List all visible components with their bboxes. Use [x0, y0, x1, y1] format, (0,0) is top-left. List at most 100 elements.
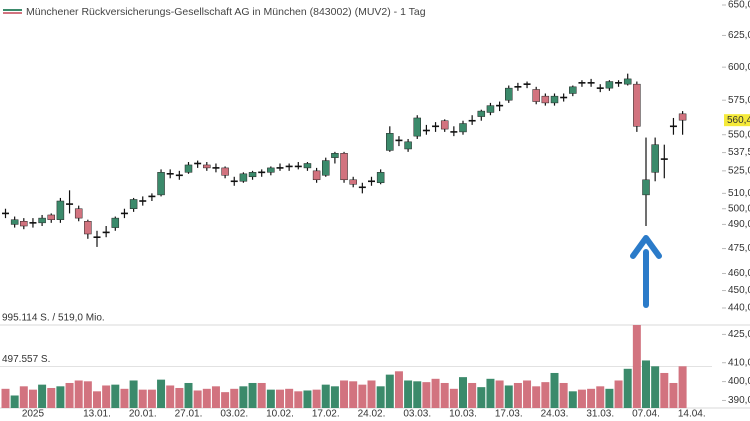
volume-bar — [102, 385, 111, 408]
candle-body — [312, 170, 321, 181]
volume-bar — [312, 389, 321, 408]
y-tick-label: 537,5 — [728, 147, 750, 158]
y-tick-label: 500,0 — [728, 203, 750, 214]
last-price-label: 560,4 — [727, 115, 750, 126]
candle-body — [669, 125, 677, 128]
candle-body — [148, 195, 156, 198]
volume-bar — [413, 381, 422, 408]
candle-body — [331, 153, 339, 158]
y-tick-label: 510,0 — [728, 188, 750, 199]
volume-bar — [147, 389, 156, 408]
volume-bar — [276, 389, 284, 408]
candle-body — [285, 165, 293, 168]
candle-body — [221, 167, 229, 176]
candle-body — [468, 119, 476, 122]
x-tick-label: 27.01. — [175, 409, 203, 420]
candle-body — [120, 212, 128, 215]
volume-bar — [74, 380, 83, 408]
y2-tick-label: 400,0 — [728, 376, 750, 387]
candle-body — [20, 221, 28, 227]
candle-body — [404, 141, 412, 150]
volume-bar — [239, 386, 248, 408]
volume-bar — [38, 384, 47, 408]
volume-bar — [632, 325, 641, 408]
y-tick-label: 490,0 — [728, 219, 750, 230]
candle-body — [56, 200, 65, 220]
volume-bar — [1, 388, 10, 408]
candle-body — [642, 179, 650, 196]
candle-body — [395, 139, 403, 142]
volume-bar — [65, 382, 74, 408]
x-tick-label: 10.03. — [449, 409, 477, 420]
volume-bar — [431, 378, 440, 408]
y-tick-label: 460,0 — [728, 268, 750, 279]
volume-bar — [257, 382, 266, 408]
candle-body — [139, 200, 147, 202]
volume-bar — [221, 392, 230, 408]
candle-body — [166, 173, 174, 175]
volume-bar — [587, 388, 596, 408]
volume-bar — [459, 377, 467, 408]
y-tick-label: 550,0 — [728, 129, 750, 140]
volume-bar — [111, 384, 120, 408]
candle-body — [623, 78, 632, 85]
x-tick-label: 31.03. — [586, 409, 614, 420]
volume-bar — [550, 372, 559, 408]
candle-body — [422, 129, 430, 132]
y-tick-label: 575,0 — [728, 95, 750, 106]
candle-body — [505, 87, 513, 101]
candle-body — [660, 158, 668, 160]
x-tick-label: 17.02. — [312, 409, 340, 420]
candle-body — [294, 165, 302, 168]
volume-bar — [385, 374, 394, 408]
candle-body — [569, 86, 577, 94]
candle-body — [340, 153, 348, 181]
chart-title: Münchener Rückversicherungs-Gesellschaft… — [26, 6, 426, 18]
candle-body — [267, 167, 275, 173]
y-tick-label: 525,0 — [728, 165, 750, 176]
volume-bar — [340, 380, 349, 408]
volume-bar — [56, 386, 65, 408]
volume-bar — [10, 395, 19, 408]
candle-body — [523, 83, 531, 85]
volume-bar — [202, 388, 211, 408]
x-tick-label: 03.02. — [220, 409, 248, 420]
x-tick-label: 13.01. — [83, 409, 111, 420]
candle-body — [633, 83, 641, 127]
volume-bar — [321, 384, 330, 408]
volume-bar — [623, 368, 632, 408]
volume-bar — [93, 391, 101, 408]
candle-body — [303, 163, 312, 169]
volume-bar — [303, 390, 312, 408]
volume-bar — [404, 380, 413, 408]
y-tick-label: 650,0 — [728, 0, 750, 11]
candle-body — [84, 221, 92, 235]
candle-body — [2, 212, 9, 215]
volume-label: 497.557 S. — [2, 354, 50, 365]
candle-body — [248, 172, 257, 178]
x-tick-label: 14.04. — [678, 409, 706, 420]
volume-bar — [19, 386, 28, 408]
volume-bar — [495, 380, 504, 408]
volume-bar — [477, 387, 486, 408]
candle-body — [38, 217, 46, 224]
last-price-marker — [724, 114, 750, 127]
candle-body — [102, 231, 110, 234]
annotation-arrow — [630, 235, 662, 308]
volume-bar — [330, 386, 339, 408]
x-tick-label: 20.01. — [129, 409, 157, 420]
candle-body — [440, 120, 449, 130]
candle-body — [413, 117, 421, 137]
volume-bar — [568, 391, 577, 408]
y2-tick-label: 390,0 — [728, 395, 750, 406]
candle-body — [66, 203, 74, 205]
volume-bar — [157, 379, 166, 408]
volume-bar — [266, 389, 275, 408]
candle-body — [477, 110, 486, 117]
candle-body — [514, 86, 522, 88]
candle-body — [450, 131, 458, 133]
volume-bar — [376, 386, 385, 408]
volume-bar — [513, 382, 522, 408]
volume-bar — [248, 382, 257, 408]
